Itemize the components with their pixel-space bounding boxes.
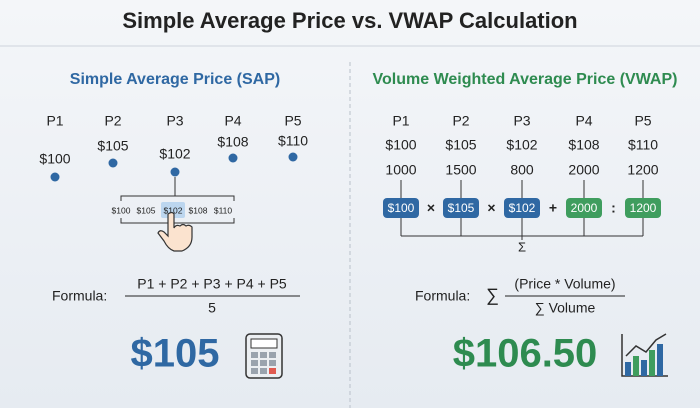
- operator: :: [611, 200, 616, 216]
- calculator-key: [251, 352, 258, 358]
- column-price: $105: [445, 137, 476, 153]
- column-label: P5: [634, 113, 651, 129]
- sap-result: $105: [131, 332, 220, 376]
- calculator-key: [269, 368, 276, 374]
- column-volume: 1200: [627, 162, 658, 178]
- chip: [625, 198, 661, 218]
- title: Simple Average Price vs. VWAP Calculatio…: [122, 8, 577, 33]
- point-price: $100: [39, 151, 70, 167]
- vwap-heading: Volume Weighted Average Price (VWAP): [373, 71, 678, 88]
- sap-numerator: P1 + P2 + P3 + P4 + P5: [137, 276, 287, 292]
- vwap-result: $106.50: [453, 332, 598, 376]
- chip-value: 1200: [630, 201, 657, 215]
- vwap-formula-sigma: ∑: [486, 285, 499, 305]
- column-label: P1: [392, 113, 409, 129]
- column-volume: 800: [510, 162, 534, 178]
- vwap-numerator: (Price * Volume): [514, 276, 615, 292]
- sap-heading: Simple Average Price (SAP): [70, 71, 280, 88]
- sap-denominator: 5: [208, 300, 216, 316]
- strip-highlight: [161, 202, 185, 218]
- chip: [443, 198, 479, 218]
- calculator-key: [260, 352, 267, 358]
- sap-formula-label: Formula:: [52, 288, 107, 304]
- column-price: $102: [506, 137, 537, 153]
- column-price: $108: [568, 137, 599, 153]
- operator: +: [549, 200, 557, 216]
- calculator-key: [251, 368, 258, 374]
- chip-value: $102: [509, 201, 536, 215]
- chip-value: 2000: [571, 201, 598, 215]
- column-label: P3: [513, 113, 530, 129]
- point-dot: [228, 153, 238, 163]
- hand-icon: [157, 211, 193, 252]
- column-label: P4: [575, 113, 592, 129]
- calculator-key: [260, 368, 267, 374]
- column-price: $110: [628, 137, 658, 153]
- column-volume: 1500: [445, 162, 476, 178]
- sigma: Σ: [518, 239, 526, 254]
- column-volume: 2000: [568, 162, 599, 178]
- chart-icon-bar: [649, 350, 655, 376]
- chip-value: $100: [388, 201, 415, 215]
- point-price: $105: [97, 138, 128, 154]
- point-label: P5: [284, 113, 301, 129]
- strip-value: $100: [112, 205, 131, 215]
- point-label: P2: [104, 113, 121, 129]
- bracket-top: [120, 195, 235, 201]
- calculator-key: [251, 360, 258, 366]
- chip: [566, 198, 602, 218]
- point-price: $108: [217, 134, 248, 150]
- chart-icon-line: [625, 333, 667, 357]
- column-volume: 1000: [385, 162, 416, 178]
- bracket-bottom: [120, 218, 235, 224]
- content: P1 $100 P2 $105 P3 $102 P4 $108 P5 $110 $100 $105 $1…: [39, 113, 668, 379]
- chart-icon-bar: [657, 344, 663, 376]
- strip-value: $102: [164, 205, 183, 215]
- chip: [383, 198, 419, 218]
- point-label: P1: [46, 113, 63, 129]
- calculator-key: [269, 352, 276, 358]
- calculator-screen: [250, 338, 278, 349]
- point-dot: [108, 158, 118, 168]
- calculator-key: [269, 360, 276, 366]
- column-price: $100: [385, 137, 416, 153]
- vwap-denominator: ∑ Volume: [535, 300, 596, 316]
- chart-icon-bar: [633, 356, 639, 376]
- column-label: P2: [452, 113, 469, 129]
- chip: [504, 198, 540, 218]
- strip-value: $108: [189, 205, 208, 215]
- vwap-formula-label: Formula:: [415, 288, 470, 304]
- operator: ×: [427, 200, 435, 216]
- point-label: P4: [224, 113, 241, 129]
- chart-icon-bar: [625, 362, 631, 376]
- point-dot: [50, 172, 60, 182]
- chip-value: $105: [448, 201, 475, 215]
- point-label: P3: [166, 113, 183, 129]
- calculator-key: [260, 360, 267, 366]
- point-dot: [288, 152, 298, 162]
- point-price: $102: [159, 146, 190, 162]
- point-price: $110: [278, 133, 308, 149]
- strip-value: $110: [214, 205, 233, 215]
- strip-value: $105: [137, 205, 156, 215]
- chart-icon-bar: [641, 360, 647, 376]
- point-dot: [170, 167, 180, 177]
- operator: ×: [487, 200, 495, 216]
